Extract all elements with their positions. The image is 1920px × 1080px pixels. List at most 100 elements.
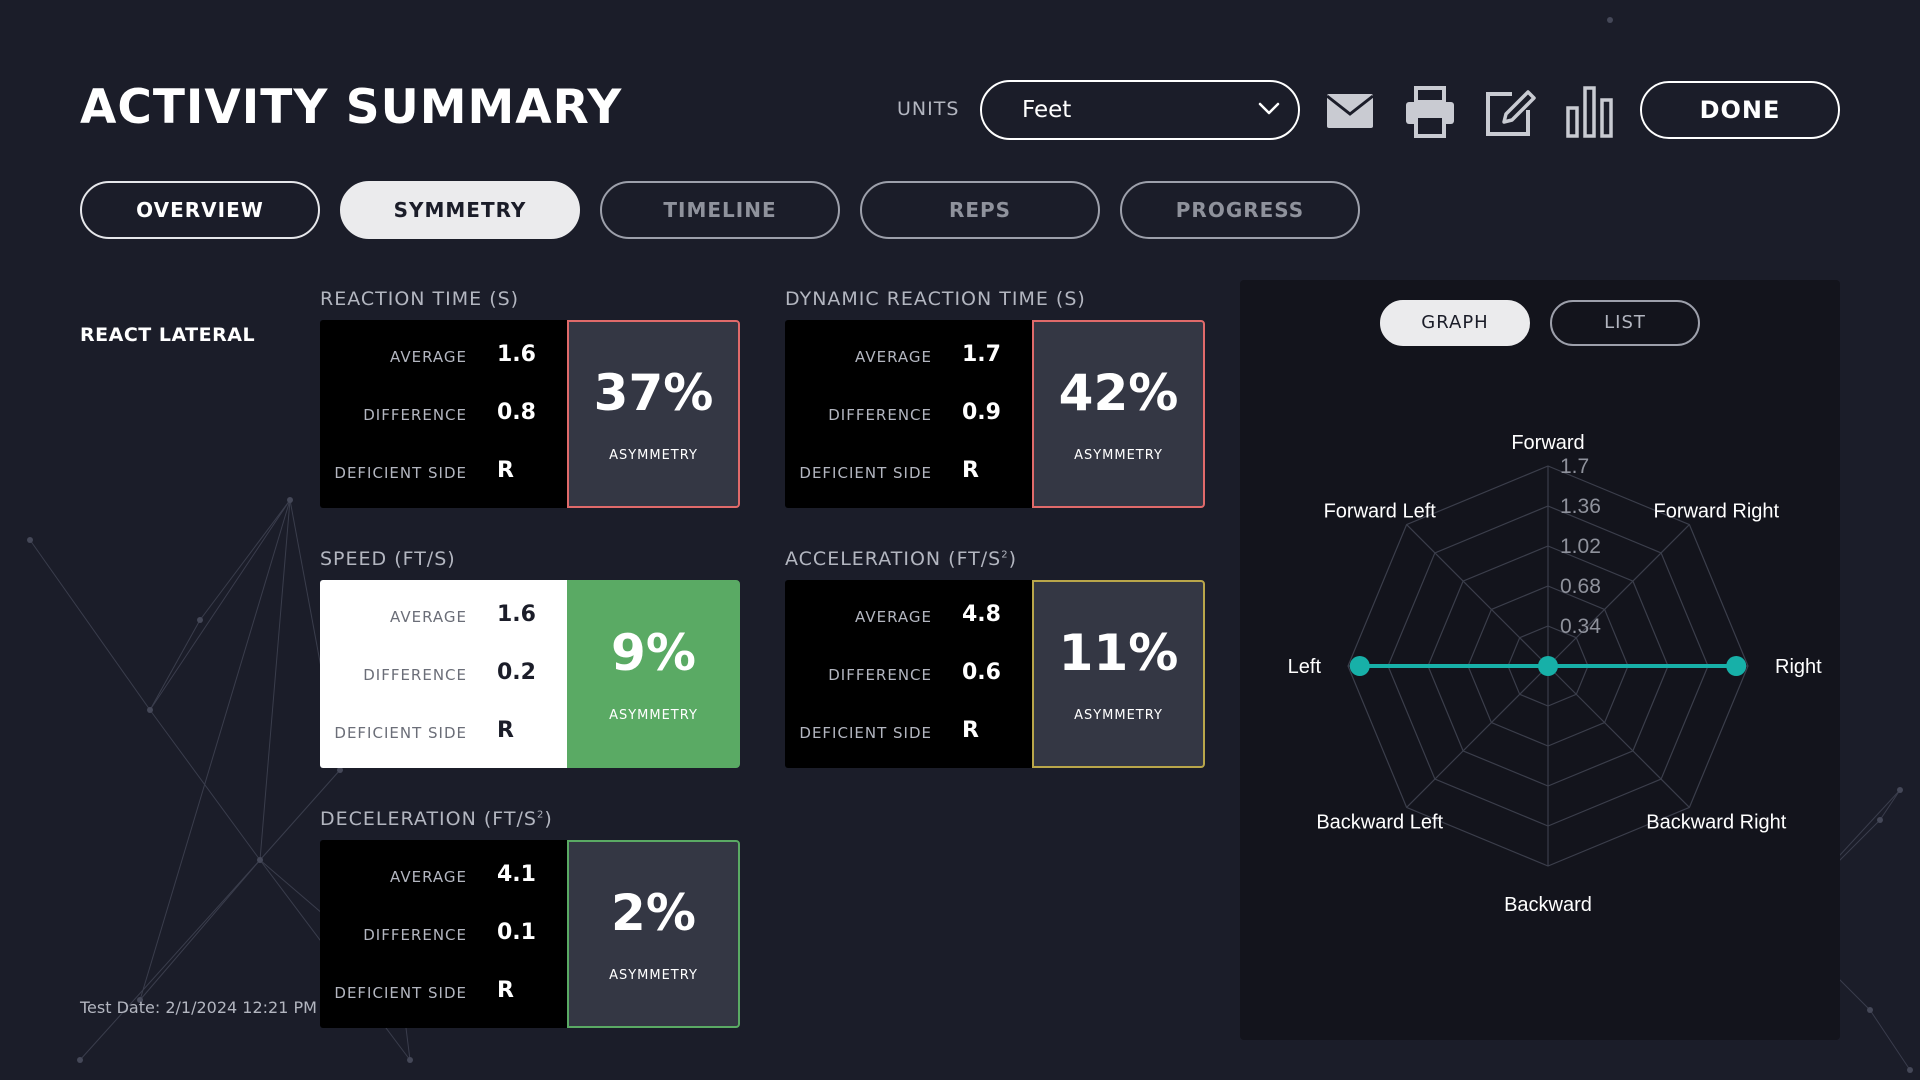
asymmetry-box: 11% ASYMMETRY (1032, 580, 1205, 768)
metric-card-reaction-time: REACTION TIME (S) AVERAGE 1.6 DIFFERENCE 0.8… (320, 288, 740, 508)
activity-name: REACT LATERAL (80, 324, 256, 346)
average-value: 1.6 (497, 342, 536, 367)
network-line (259, 499, 291, 861)
metric-card-acceleration: ACCELERATION (FT/S2) AVERAGE 4.8 DIFFERENCE… (785, 548, 1205, 768)
radar-axis-label: Backward Right (1646, 812, 1787, 834)
radar-axis-label: Backward (1504, 894, 1592, 916)
asymmetry-label: ASYMMETRY (609, 708, 698, 723)
average-label: AVERAGE (390, 868, 467, 886)
network-line (1879, 789, 1901, 821)
asymmetry-box: 2% ASYMMETRY (567, 840, 740, 1028)
difference-label: DIFFERENCE (828, 406, 932, 424)
metric-stats: AVERAGE 1.6 DIFFERENCE 0.8 DEFICIENT SIDE R (320, 320, 567, 508)
deficient-side-value: R (497, 718, 514, 743)
asymmetry-value: 9% (611, 624, 696, 682)
radar-tick-label: 1.7 (1560, 455, 1589, 478)
edit-icon[interactable] (1482, 84, 1538, 140)
network-node (147, 707, 153, 713)
network-node (1897, 787, 1903, 793)
network-line (149, 499, 291, 711)
network-node (1607, 17, 1613, 23)
radar-chart: 1.7 1.36 1.02 0.68 0.34 Forward Forward Right R… (1288, 432, 1822, 916)
asymmetry-box: 9% ASYMMETRY (567, 580, 740, 768)
radar-axis-label: Forward Left (1324, 500, 1437, 522)
metric-stats: AVERAGE 1.7 DIFFERENCE 0.9 DEFICIENT SIDE R (785, 320, 1032, 508)
difference-label: DIFFERENCE (363, 926, 467, 944)
network-line (199, 499, 291, 621)
average-label: AVERAGE (855, 608, 932, 626)
tab-reps[interactable]: REPS (860, 181, 1100, 239)
network-node (1907, 1067, 1913, 1073)
tab-progress[interactable]: PROGRESS (1120, 181, 1360, 239)
network-node (27, 537, 33, 543)
network-line (149, 619, 201, 711)
deficient-side-label: DEFICIENT SIDE (799, 724, 932, 742)
deficient-side-label: DEFICIENT SIDE (334, 984, 467, 1002)
network-node (337, 767, 343, 773)
network-node (257, 857, 263, 863)
radar-center-point (1538, 656, 1558, 676)
radar-tick-label: 1.36 (1560, 495, 1601, 518)
tab-symmetry[interactable]: SYMMETRY (340, 181, 580, 239)
deficient-side-value: R (962, 718, 979, 743)
difference-label: DIFFERENCE (828, 666, 932, 684)
symmetry-graph-panel: GRAPH LIST 1.7 1.36 1.02 0.68 0.34 Forward For… (1240, 280, 1840, 1040)
deficient-side-label: DEFICIENT SIDE (799, 464, 932, 482)
network-line (259, 769, 341, 861)
metric-stats: AVERAGE 1.6 DIFFERENCE 0.2 DEFICIENT SIDE R (320, 580, 567, 768)
network-node (1867, 1007, 1873, 1013)
metric-title: DYNAMIC REACTION TIME (S) (785, 288, 1086, 310)
graph-toggle-button[interactable]: GRAPH (1380, 300, 1530, 346)
metric-title: ACCELERATION (FT/S2) (785, 548, 1018, 570)
units-selected-value: Feet (1022, 97, 1072, 123)
list-toggle-button[interactable]: LIST (1550, 300, 1700, 346)
tab-timeline[interactable]: TIMELINE (600, 181, 840, 239)
radar-axis-label: Left (1288, 656, 1322, 678)
network-line (29, 539, 151, 711)
difference-value: 0.8 (497, 400, 536, 425)
difference-value: 0.1 (497, 920, 536, 945)
network-line (149, 709, 261, 861)
asymmetry-label: ASYMMETRY (609, 448, 698, 463)
deficient-side-value: R (962, 458, 979, 483)
units-dropdown[interactable]: Feet (980, 80, 1300, 140)
network-node (407, 1057, 413, 1063)
difference-value: 0.6 (962, 660, 1001, 685)
test-date: Test Date: 2/1/2024 12:21 PM (80, 998, 317, 1017)
metric-card-speed: SPEED (FT/S) AVERAGE 1.6 DIFFERENCE 0.2 DEFIC… (320, 548, 740, 768)
network-node (137, 997, 143, 1003)
asymmetry-value: 37% (593, 364, 714, 422)
average-value: 1.6 (497, 602, 536, 627)
radar-axis-label: Backward Left (1316, 812, 1443, 834)
tab-overview[interactable]: OVERVIEW (80, 181, 320, 239)
radar-spoke (1406, 524, 1549, 667)
metric-card-deceleration: DECELERATION (FT/S2) AVERAGE 4.1 DIFFERENCE… (320, 808, 740, 1028)
metric-stats: AVERAGE 4.1 DIFFERENCE 0.1 DEFICIENT SIDE R (320, 840, 567, 1028)
network-line (1869, 1009, 1911, 1071)
metric-title: REACTION TIME (S) (320, 288, 520, 310)
mail-icon[interactable] (1322, 84, 1378, 140)
asymmetry-label: ASYMMETRY (609, 968, 698, 983)
average-value: 4.1 (497, 862, 536, 887)
asymmetry-box: 37% ASYMMETRY (567, 320, 740, 508)
bar-chart-icon[interactable] (1562, 84, 1618, 140)
average-label: AVERAGE (390, 348, 467, 366)
print-icon[interactable] (1402, 84, 1458, 140)
metric-title: SPEED (FT/S) (320, 548, 456, 570)
difference-label: DIFFERENCE (363, 666, 467, 684)
network-line (79, 859, 261, 1061)
network-node (1877, 817, 1883, 823)
network-line (139, 859, 261, 1001)
radar-axis-label: Forward (1511, 432, 1584, 454)
network-line (139, 499, 291, 1001)
metric-title: DECELERATION (FT/S2) (320, 808, 553, 830)
network-node (197, 617, 203, 623)
done-button[interactable]: DONE (1640, 81, 1840, 139)
radar-axis-label: Right (1775, 656, 1822, 678)
radar-spoke (1406, 665, 1549, 808)
asymmetry-value: 11% (1058, 624, 1179, 682)
asymmetry-label: ASYMMETRY (1074, 448, 1163, 463)
deficient-side-label: DEFICIENT SIDE (334, 724, 467, 742)
radar-data-point (1726, 656, 1747, 676)
difference-label: DIFFERENCE (363, 406, 467, 424)
